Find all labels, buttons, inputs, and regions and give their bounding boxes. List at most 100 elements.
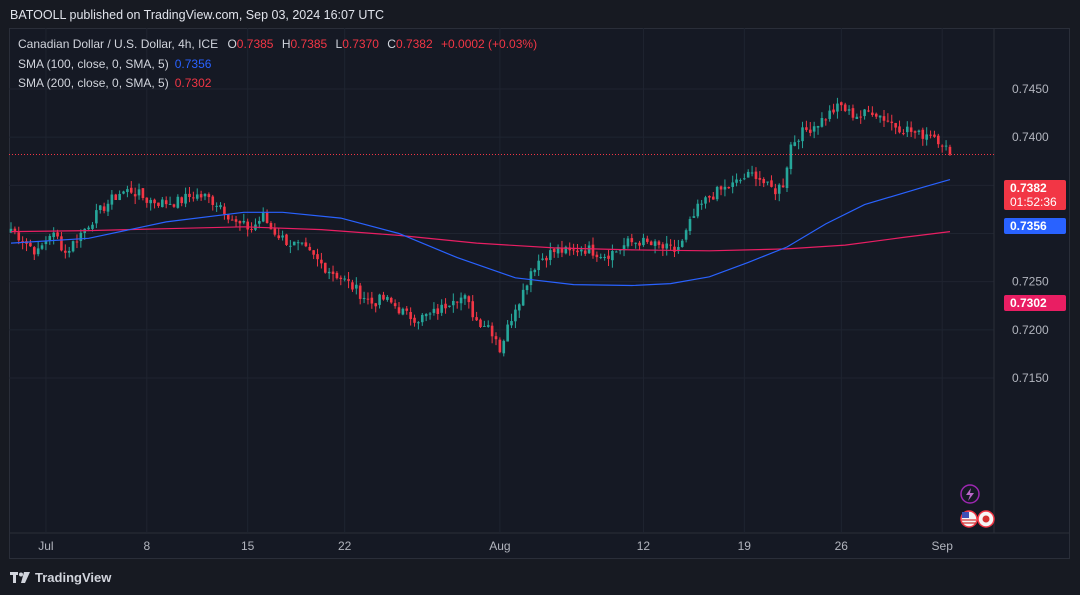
candle-body [634, 242, 637, 244]
candle-body [937, 135, 940, 145]
sma100-price-tag: 0.7356 [1004, 218, 1066, 234]
sma100-label: SMA (100, close, 0, SMA, 5) [18, 56, 169, 71]
candle-body [420, 314, 424, 323]
candle-body [444, 303, 447, 309]
legend-row-sma100[interactable]: SMA (100, close, 0, SMA, 5) 0.7356 [18, 55, 537, 75]
candle-body [929, 134, 932, 136]
candle-body [184, 193, 187, 204]
candle-body [490, 325, 494, 337]
candle-body [230, 219, 234, 221]
candle-body [316, 254, 319, 260]
candle-body [320, 259, 323, 264]
sma200-label: SMA (200, close, 0, SMA, 5) [18, 76, 169, 90]
legend-row-sma200[interactable]: SMA (200, close, 0, SMA, 5) 0.7302 [18, 74, 537, 94]
candle-body [370, 297, 374, 304]
candle-body [157, 202, 160, 206]
candle-body [591, 244, 595, 256]
candle-body [661, 244, 665, 249]
candle-body [626, 238, 630, 247]
candle-body [731, 182, 734, 187]
candle-body [560, 247, 564, 253]
candle-body [680, 240, 684, 247]
candle-body [836, 103, 839, 112]
candle-body [665, 243, 669, 249]
candle-body [688, 219, 692, 232]
candle-body [925, 134, 928, 140]
tradingview-logo[interactable]: TradingView [10, 570, 111, 585]
o-label: O [227, 37, 237, 51]
candle-body [455, 301, 459, 303]
countdown-value: 01:52:36 [1010, 195, 1057, 209]
candle-body [715, 186, 719, 200]
candle-body [704, 197, 707, 204]
x-tick-label: 19 [738, 539, 752, 553]
candle-body [234, 219, 238, 222]
candle-body [114, 194, 118, 201]
candle-body [882, 116, 886, 121]
candle-body [246, 221, 249, 230]
candle-body [226, 214, 230, 220]
candle-body [483, 325, 486, 327]
candle-body [64, 250, 67, 253]
candle-body [75, 241, 79, 243]
sma200-line [10, 226, 951, 252]
publisher-text: BATOOLL published on TradingView.com, Se… [10, 8, 385, 22]
top-bar: BATOOLL published on TradingView.com, Se… [0, 0, 1080, 28]
candle-body [607, 255, 610, 259]
candle-body [909, 127, 913, 132]
candle-body [700, 203, 703, 205]
candle-body [161, 199, 164, 208]
candle-body [79, 232, 83, 242]
x-tick-label: Sep [932, 539, 954, 553]
lightning-icon [960, 484, 980, 504]
candle-body [801, 127, 804, 142]
y-tick-label: 0.7150 [1012, 371, 1049, 385]
candle-body [847, 109, 851, 111]
candle-body [517, 304, 521, 311]
candle-body [401, 308, 405, 315]
candlestick-chart[interactable]: 0.7150 0.7200 0.7250 0.7400 0.7450 Jul 8 15 22 A… [9, 28, 1070, 559]
candle-body [525, 285, 529, 291]
candle-body [17, 232, 21, 241]
y-tick-label: 0.7400 [1012, 130, 1049, 144]
candle-body [67, 251, 71, 253]
candle-body [902, 133, 905, 135]
candle-body [44, 240, 48, 245]
symbol-label[interactable]: Canadian Dollar / U.S. Dollar, 4h, ICE [18, 37, 219, 51]
candle-body [545, 257, 548, 261]
c-label: C [387, 37, 396, 51]
candle-body [855, 116, 859, 119]
candle-body [657, 241, 661, 245]
candle-body [867, 110, 870, 112]
chart-legend: Canadian Dollar / U.S. Dollar, 4h, ICE O… [18, 35, 537, 94]
candle-body [777, 184, 781, 194]
candle-body [122, 191, 125, 194]
candle-body [898, 126, 901, 133]
candle-body [261, 212, 265, 222]
candle-body [258, 221, 261, 224]
candle-body [479, 319, 482, 327]
candle-body [432, 308, 436, 313]
candle-body [549, 250, 552, 260]
candle-body [129, 187, 133, 193]
candle-body [727, 186, 731, 189]
candle-body [180, 197, 184, 204]
candle-body [199, 194, 203, 198]
candle-body [378, 294, 381, 305]
candle-body [459, 297, 463, 304]
candle-body [692, 216, 696, 218]
candle-body [304, 242, 308, 247]
last-price-tag: 0.7382 01:52:36 [1004, 180, 1066, 210]
candle-body [502, 340, 506, 354]
grid-lines [9, 28, 1070, 534]
sma200-value: 0.7302 [174, 76, 212, 90]
candles [9, 97, 952, 357]
candle-body [533, 269, 537, 273]
candle-body [141, 188, 145, 199]
candle-body [164, 200, 168, 205]
candle-body [498, 339, 502, 353]
x-tick-label: 12 [637, 539, 651, 553]
change-value: +0.0002 (+0.03%) [441, 37, 538, 51]
y-tick-label: 0.7450 [1012, 82, 1049, 96]
sma100-value: 0.7356 [174, 56, 212, 71]
